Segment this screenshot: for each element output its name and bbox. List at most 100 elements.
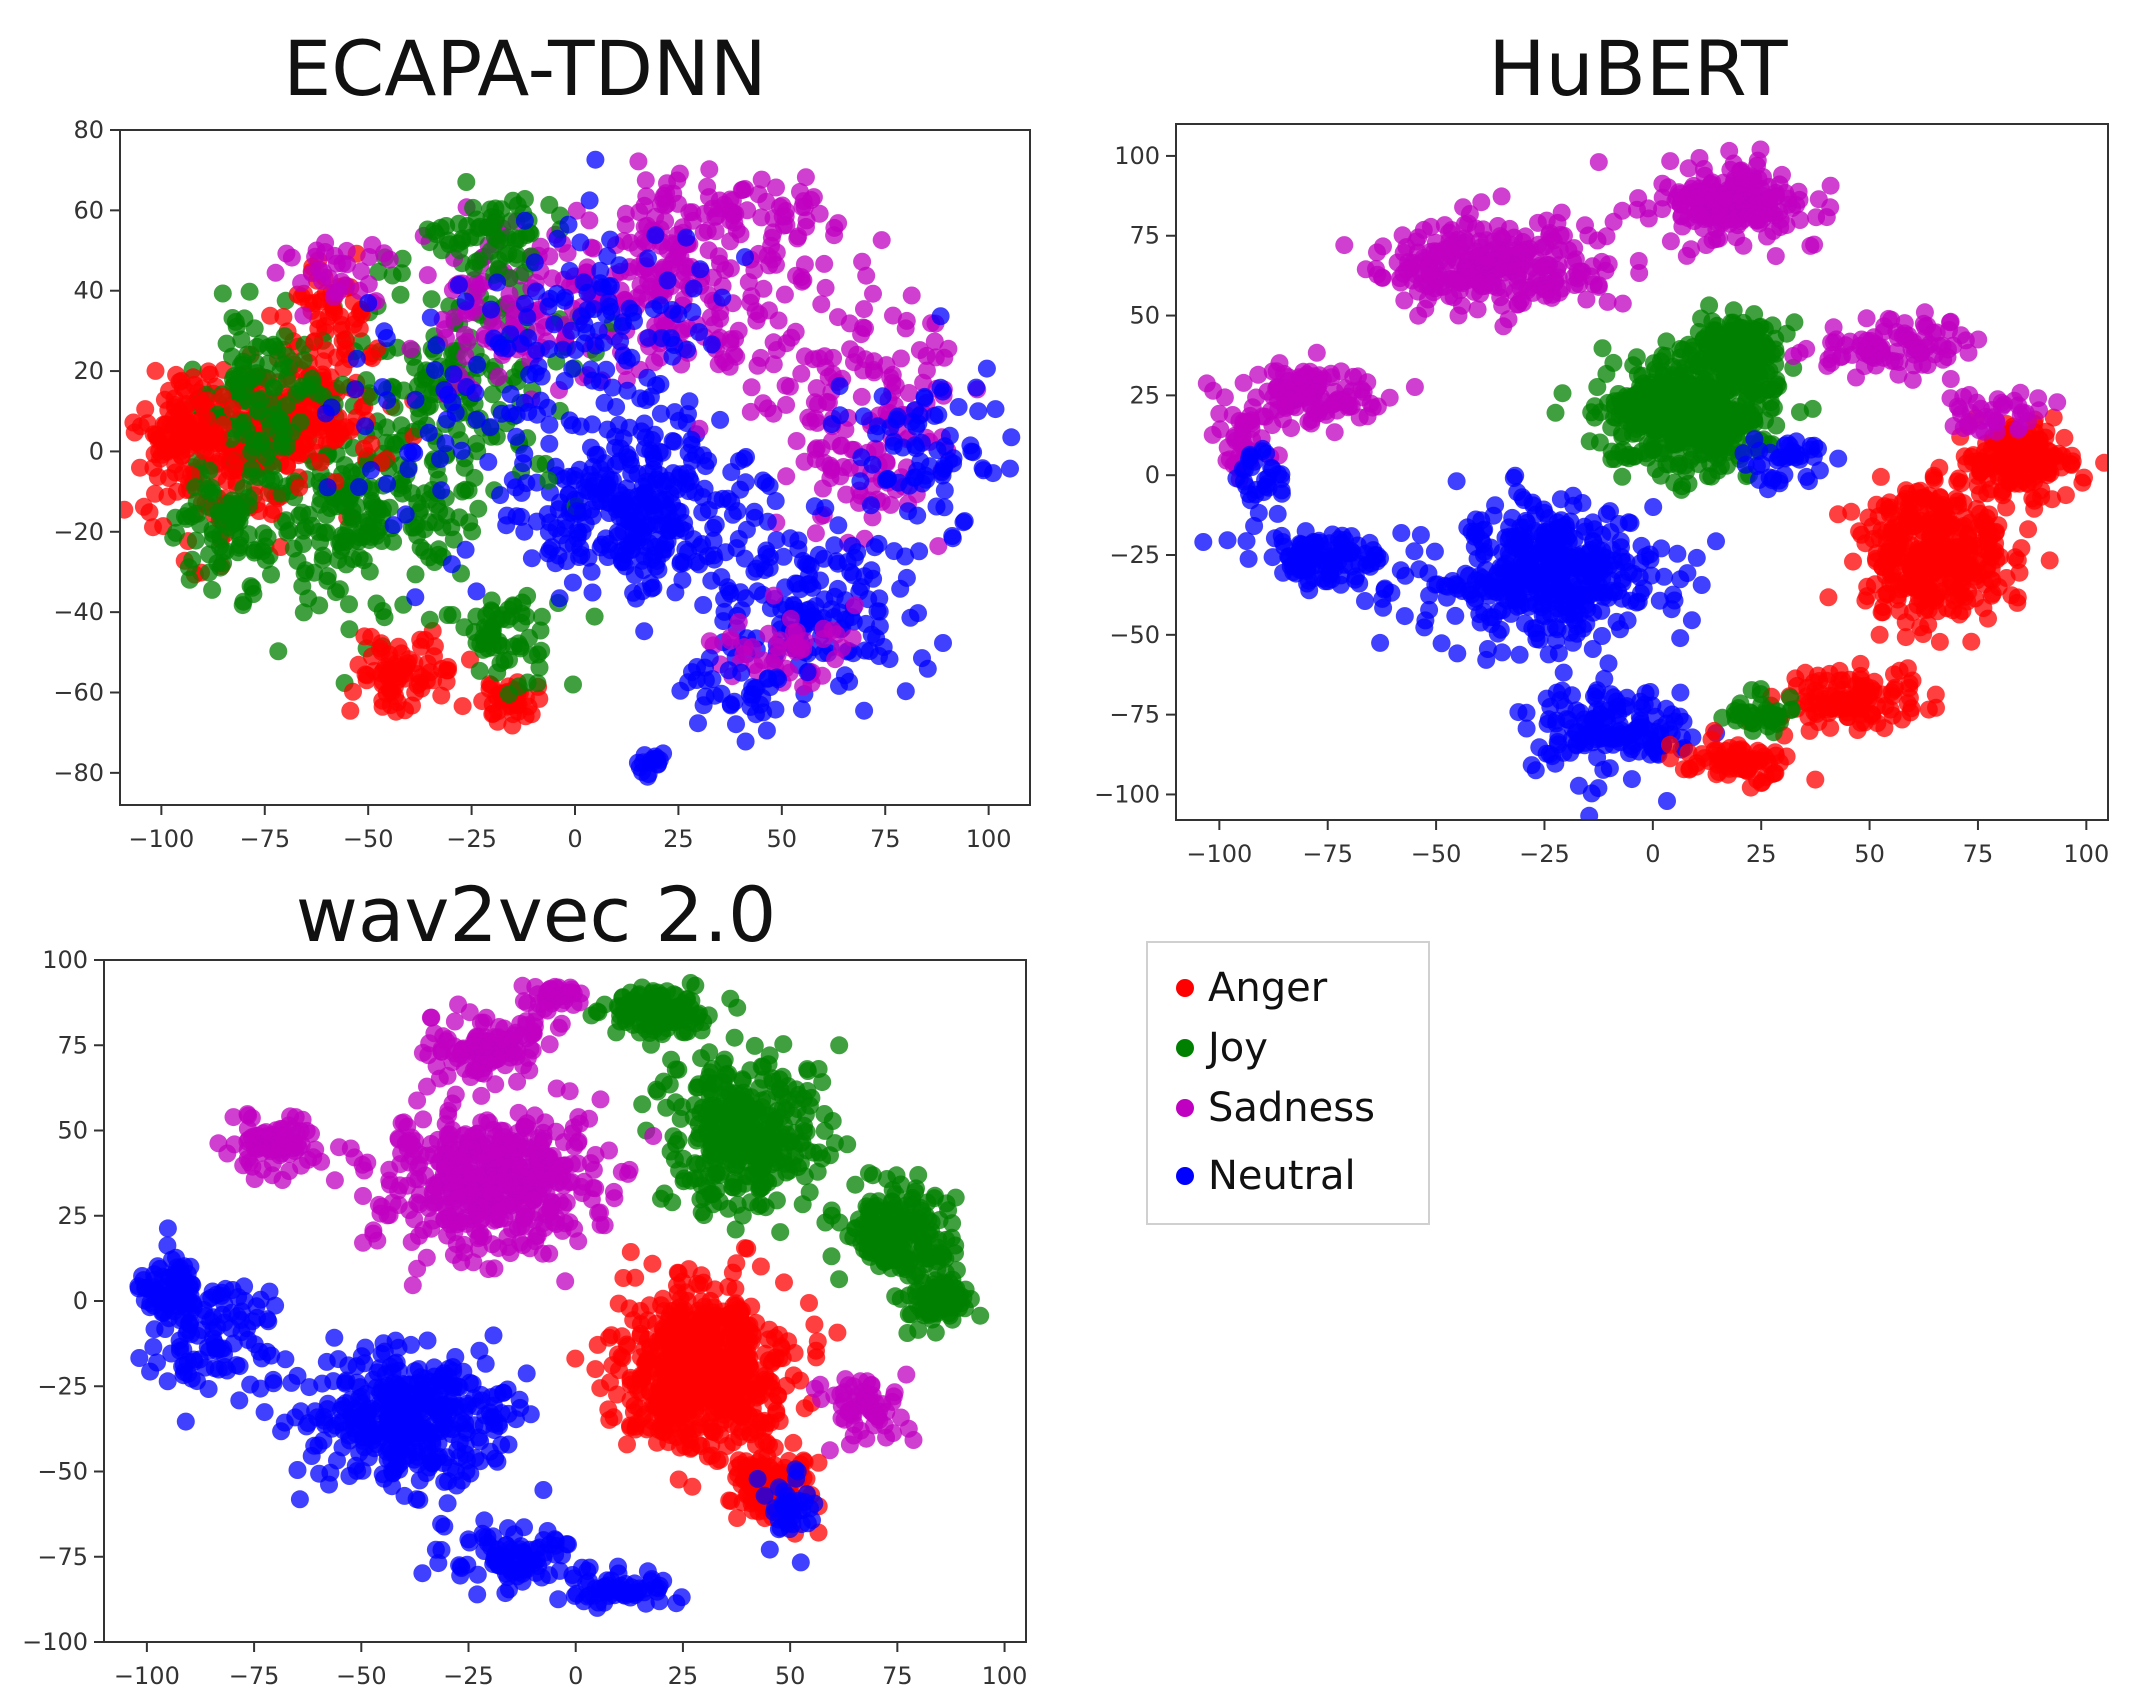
point-neutral [862,561,881,580]
point-sadness [1367,259,1385,278]
point-joy [291,413,310,432]
point-neutral [1333,526,1352,545]
point-sadness [418,266,437,285]
point-anger [1923,555,1942,574]
point-joy [528,674,547,693]
point-neutral [901,608,920,627]
point-neutral [571,233,590,252]
point-joy [253,542,272,561]
point-joy [375,608,394,627]
chart-title: ECAPA-TDNN [283,24,767,113]
point-joy [467,607,486,626]
point-neutral [705,686,724,705]
point-sadness [935,348,954,367]
point-neutral [1470,605,1489,624]
point-neutral [1543,549,1562,568]
x-tick-label: 25 [663,825,694,853]
point-sadness [872,231,891,250]
point-neutral [431,450,449,469]
point-joy [296,561,315,580]
point-sadness [812,295,831,314]
point-joy [1546,403,1565,422]
point-neutral [467,582,486,601]
point-neutral [612,551,631,570]
point-sadness [814,630,833,648]
point-neutral [1707,532,1725,551]
point-neutral [1488,624,1507,643]
point-neutral [663,347,682,366]
point-anger [1930,632,1949,651]
point-sadness [1821,198,1840,217]
point-neutral [671,554,690,573]
point-neutral [641,441,660,460]
point-sadness [917,346,936,365]
point-neutral [618,381,637,400]
point-joy [489,260,508,278]
point-anger [136,400,155,419]
y-tick-label: −60 [53,679,104,707]
point-neutral [566,341,585,359]
point-anger [1919,615,1938,634]
point-sadness [707,206,726,225]
point-sadness [729,612,748,631]
point-neutral [570,548,589,566]
point-neutral [650,465,669,484]
point-neutral [614,346,633,365]
point-neutral [1508,483,1527,502]
point-sadness [1613,201,1632,220]
point-neutral [718,578,737,597]
point-neutral [855,701,874,720]
point-sadness [877,453,896,472]
point-neutral [432,481,451,500]
point-neutral [1392,524,1411,542]
x-tick-label: −50 [343,825,394,853]
point-joy [392,416,411,435]
chart-title: HuBERT [1488,24,1788,113]
point-sadness [1727,228,1746,247]
point-anger [2012,539,2031,558]
point-neutral [1411,526,1430,544]
point-sadness [294,306,313,325]
point-neutral [421,308,440,327]
point-joy [249,402,268,421]
point-sadness [836,420,855,439]
point-sadness [1596,261,1615,280]
point-sadness [739,273,758,292]
point-neutral [384,516,403,535]
point-neutral [725,692,744,711]
point-sadness [1418,277,1437,296]
point-sadness [629,152,648,171]
point-neutral [943,527,962,545]
point-sadness [636,171,655,190]
point-sadness [1729,186,1748,205]
point-joy [489,636,508,655]
point-sadness [1450,273,1468,292]
point-neutral [1565,559,1584,578]
point-neutral [594,333,613,352]
point-anger [425,637,444,656]
point-sadness [742,287,761,306]
point-anger [2004,441,2022,460]
point-joy [1646,460,1665,478]
point-neutral [1360,533,1379,552]
point-neutral [1485,571,1504,590]
point-joy [1664,434,1683,453]
point-neutral [928,441,947,460]
point-neutral [565,466,584,485]
point-sadness [914,373,933,392]
point-anger [2056,486,2075,505]
point-anger [306,431,325,450]
point-sadness [1753,205,1772,223]
point-neutral [933,382,952,401]
point-neutral [618,536,637,555]
point-neutral [1671,570,1690,589]
point-anger [316,341,335,359]
point-neutral [1420,600,1439,619]
point-anger [1980,543,1999,562]
point-neutral [595,393,614,412]
point-neutral [878,470,897,489]
point-sadness [816,278,835,297]
point-sadness [1368,243,1386,262]
point-sadness [925,332,944,351]
point-anger [125,423,144,442]
